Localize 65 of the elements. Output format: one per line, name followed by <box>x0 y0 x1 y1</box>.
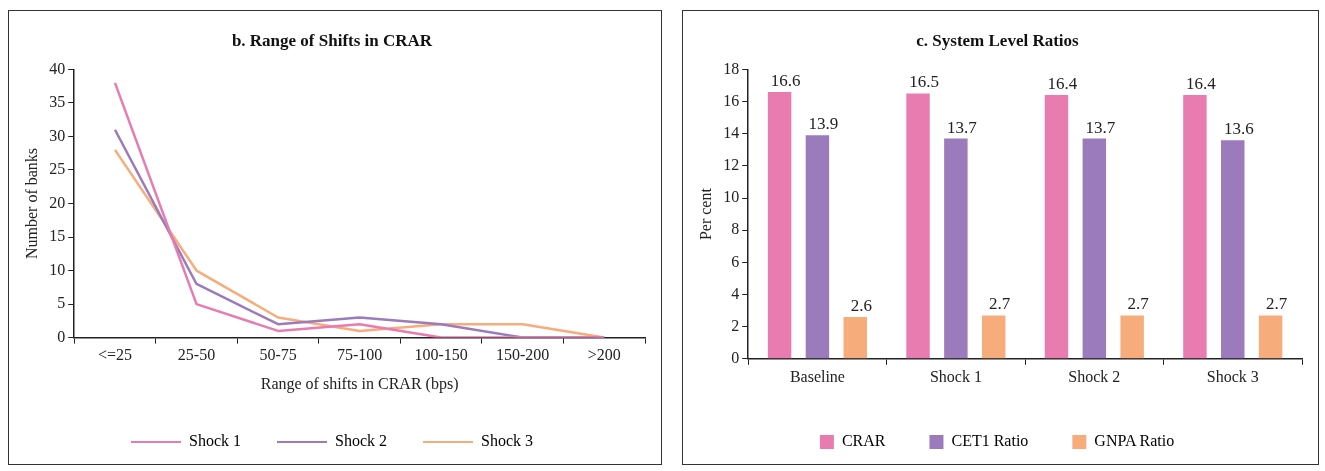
data-label: 2.7 <box>1127 294 1150 314</box>
x-tick-label: 100-150 <box>414 346 468 364</box>
y-tick-label: 12 <box>723 156 740 174</box>
x-tick-label: Shock 1 <box>929 367 982 385</box>
y-tick-label: 14 <box>723 123 740 141</box>
x-tick-label: Shock 3 <box>1206 367 1259 385</box>
x-tick-label: Baseline <box>789 367 845 385</box>
y-tick-label: 10 <box>49 260 66 278</box>
data-label: 2.7 <box>1265 294 1288 314</box>
y-tick-label: 0 <box>731 349 740 366</box>
y-tick-label: 5 <box>57 294 66 312</box>
y-tick-label: 2 <box>731 316 740 334</box>
x-tick-label: <=25 <box>97 346 132 364</box>
bar <box>1183 95 1207 359</box>
data-label: 13.7 <box>947 117 978 137</box>
y-tick-label: 30 <box>49 126 66 144</box>
data-label: 13.6 <box>1223 119 1254 139</box>
y-axis-title: Number of banks <box>22 147 40 260</box>
chart-title: c. System Level Ratios <box>916 30 1080 50</box>
x-tick-label: 75-100 <box>336 346 383 364</box>
legend-label: GNPA Ratio <box>1094 432 1175 450</box>
y-axis-title: Per cent <box>696 187 714 241</box>
y-tick-label: 8 <box>731 220 740 238</box>
bar <box>1258 315 1283 359</box>
bar <box>1082 138 1107 359</box>
y-tick-label: 20 <box>49 193 66 211</box>
bar <box>767 91 792 359</box>
y-tick-label: 4 <box>731 284 740 302</box>
bar <box>843 317 867 359</box>
data-label: 2.6 <box>850 295 872 315</box>
y-tick-label: 15 <box>49 227 66 245</box>
data-label: 2.7 <box>989 294 1011 314</box>
y-tick-label: 16 <box>723 91 740 109</box>
y-tick-label: 35 <box>49 93 66 111</box>
x-axis-title: Range of shifts in CRAR (bps) <box>260 374 459 393</box>
chart-title: b. Range of Shifts in CRAR <box>231 30 433 50</box>
data-label: 16.6 <box>770 70 801 90</box>
data-label: 13.7 <box>1085 117 1116 137</box>
x-tick-label: 150-200 <box>496 346 550 364</box>
y-tick-label: 10 <box>723 188 740 206</box>
data-label: 13.9 <box>808 114 839 134</box>
bar <box>906 93 930 359</box>
bar <box>981 315 1006 359</box>
data-label: 16.4 <box>1047 74 1078 94</box>
y-tick-label: 0 <box>57 327 66 345</box>
legend-label: CRAR <box>841 432 886 450</box>
bar <box>944 138 968 359</box>
x-tick-label: Shock 2 <box>1068 367 1121 385</box>
bar <box>1221 140 1245 359</box>
legend-label: CET1 Ratio <box>951 432 1029 450</box>
y-tick-label: 6 <box>731 252 740 270</box>
x-tick-label: 25-50 <box>177 346 216 364</box>
bar <box>1120 315 1144 359</box>
legend-label: Shock 3 <box>481 432 533 450</box>
x-tick-label: >200 <box>587 346 621 364</box>
legend-label: Shock 1 <box>189 432 241 450</box>
data-label: 16.5 <box>909 72 939 92</box>
y-tick-label: 40 <box>49 59 66 77</box>
y-tick-label: 25 <box>49 160 66 178</box>
legend-label: Shock 2 <box>335 432 387 450</box>
bar <box>1044 95 1069 359</box>
bar <box>805 135 830 359</box>
data-label: 16.4 <box>1186 74 1217 94</box>
y-tick-label: 18 <box>723 59 740 77</box>
x-tick-label: 50-75 <box>259 346 297 364</box>
